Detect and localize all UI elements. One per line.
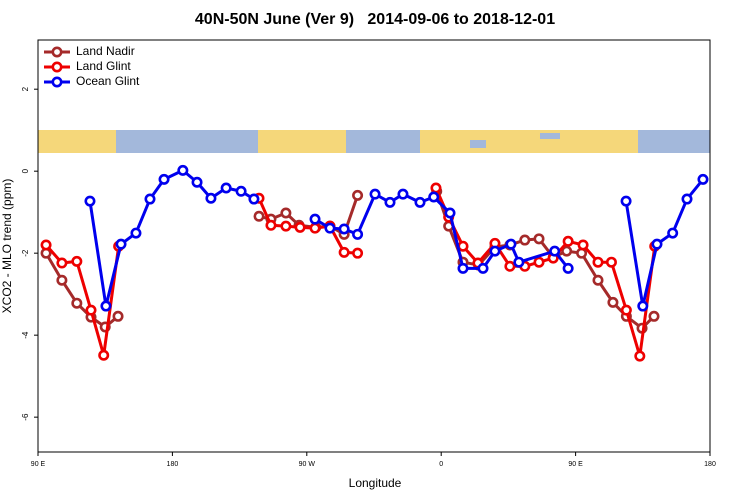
data-point: [648, 310, 660, 322]
data-point: [634, 350, 646, 362]
data-point: [71, 297, 83, 309]
data-point: [592, 256, 604, 268]
y-tick-label: -4: [21, 331, 30, 339]
data-point: [513, 256, 525, 268]
y-axis-label: XCO2 - MLO trend (ppm): [0, 179, 14, 314]
data-point: [430, 182, 442, 194]
sea: [470, 140, 486, 148]
y-tick-label: -6: [21, 413, 30, 421]
data-point: [651, 238, 663, 250]
data-point: [177, 164, 189, 176]
data-point: [205, 192, 217, 204]
y-tick-label: 2: [21, 86, 30, 91]
data-point: [562, 235, 574, 247]
data-point: [112, 310, 124, 322]
data-point: [56, 257, 68, 269]
map-strip: [38, 130, 710, 153]
data-point: [85, 304, 97, 316]
land: [420, 130, 638, 153]
data-point: [130, 227, 142, 239]
data-point: [533, 256, 545, 268]
data-point: [235, 185, 247, 197]
legend-label: Land Nadir: [76, 44, 135, 58]
data-point: [56, 274, 68, 286]
data-point: [84, 195, 96, 207]
data-point: [100, 300, 112, 312]
data-point: [158, 173, 170, 185]
data-point: [280, 220, 292, 232]
x-axis-label: Longitude: [349, 476, 402, 490]
plot-frame: [37, 39, 711, 453]
x-tick-label: 180: [167, 461, 179, 468]
x-tick-label: 90 E: [31, 461, 46, 468]
data-point: [280, 207, 292, 219]
data-point: [620, 195, 632, 207]
y-tick-label: 0: [21, 168, 30, 173]
data-point: [577, 239, 589, 251]
data-point: [457, 240, 469, 252]
data-point: [592, 274, 604, 286]
data-point: [562, 262, 574, 274]
legend-marker: [51, 61, 63, 73]
data-point: [504, 260, 516, 272]
data-point: [384, 196, 396, 208]
data-point: [697, 173, 709, 185]
data-point: [549, 245, 561, 257]
data-point: [191, 176, 203, 188]
data-point: [115, 238, 127, 250]
x-tick-label: 90 E: [568, 461, 583, 468]
data-point: [428, 191, 440, 203]
data-point: [505, 238, 517, 250]
data-point: [265, 219, 277, 231]
data-point: [681, 193, 693, 205]
data-point: [637, 300, 649, 312]
data-point: [605, 256, 617, 268]
data-point: [444, 207, 456, 219]
chart-title: 40N-50N June (Ver 9) 2014-09-06 to 2018-…: [195, 11, 555, 28]
data-point: [397, 188, 409, 200]
legend-label: Ocean Glint: [76, 74, 140, 88]
data-point: [324, 222, 336, 234]
data-point: [294, 221, 306, 233]
data-point: [220, 182, 232, 194]
land: [38, 130, 116, 153]
legend-marker: [51, 46, 63, 58]
data-point: [248, 193, 260, 205]
data-point: [667, 227, 679, 239]
data-point: [352, 189, 364, 201]
data-point: [98, 349, 110, 361]
legend-marker: [51, 76, 63, 88]
data-point: [561, 245, 573, 257]
data-point: [338, 246, 350, 258]
data-point: [457, 262, 469, 274]
data-point: [414, 196, 426, 208]
data-point: [309, 213, 321, 225]
data-point: [338, 223, 350, 235]
data-point: [477, 262, 489, 274]
data-point: [369, 188, 381, 200]
sea: [540, 133, 560, 139]
y-tick-label: -2: [21, 249, 30, 257]
data-point: [607, 296, 619, 308]
data-point: [40, 239, 52, 251]
data-point: [309, 222, 321, 234]
x-tick-label: 180: [704, 461, 716, 468]
data-point: [352, 247, 364, 259]
data-point: [620, 304, 632, 316]
x-tick-label: 0: [439, 461, 443, 468]
land: [258, 130, 346, 153]
data-point: [489, 245, 501, 257]
legend-label: Land Glint: [76, 59, 131, 73]
data-point: [144, 193, 156, 205]
data-point: [519, 234, 531, 246]
data-point: [533, 233, 545, 245]
data-point: [352, 228, 364, 240]
data-point: [253, 210, 265, 222]
x-tick-label: 90 W: [299, 461, 316, 468]
data-point: [71, 255, 83, 267]
